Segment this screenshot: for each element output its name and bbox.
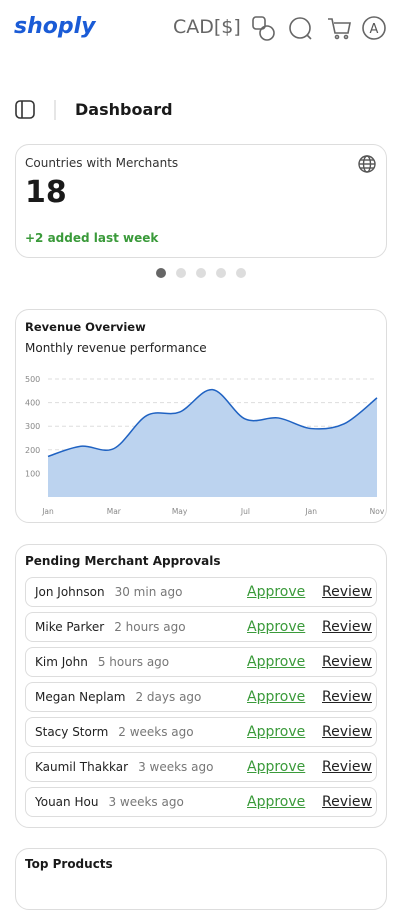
search-icon[interactable] [289,17,311,39]
cart-icon[interactable] [328,18,351,34]
approval-row: Kim John 5 hours ago Approve Review [25,647,377,677]
merchant-name: Kim John [35,655,88,669]
request-time: 5 hours ago [97,655,170,669]
approvals-title: Pending Merchant Approvals [25,554,221,568]
top-products-card: Top Products [15,848,387,910]
page: shoply CAD[$] A Dashboard Countries with… [14,14,387,910]
review-link[interactable]: Review [322,689,372,705]
currency[interactable]: CAD[$] [173,16,241,38]
approve-link[interactable]: Approve [247,724,306,740]
stat-card: Countries with Merchants 18 +2 added las… [15,144,387,258]
sidebar-toggle[interactable] [15,100,65,120]
approve-link[interactable]: Approve [247,689,306,705]
dot[interactable] [216,268,226,278]
stat-value: 18 [25,175,67,210]
translate-icon[interactable] [252,16,266,30]
carousel-dots [156,268,246,278]
approval-row: Kaumil Thakkar 3 weeks ago Approve Review [25,752,377,782]
review-link[interactable]: Review [322,654,372,670]
request-time: 3 weeks ago [108,795,184,809]
review-link[interactable]: Review [322,724,372,740]
review-link[interactable]: Review [322,619,372,635]
merchant-name: Megan Neplam [35,690,126,704]
globe-icon [358,155,376,173]
request-time: 30 min ago [114,585,183,599]
review-link[interactable]: Review [322,794,372,810]
chart-title: Revenue Overview [25,320,146,334]
approve-link[interactable]: Approve [247,619,306,635]
logo[interactable]: shoply [14,14,96,39]
request-time: 2 hours ago [114,620,186,634]
approve-link[interactable]: Approve [247,584,306,600]
review-link[interactable]: Review [322,584,372,600]
merchant-name: Jon Johnson [35,585,105,599]
request-time: 2 weeks ago [118,725,194,739]
approval-row: Stacy Storm 2 weeks ago Approve Review [25,717,377,747]
approvals-card: Pending Merchant Approvals [15,544,387,828]
approve-link[interactable]: Approve [247,794,306,810]
dot[interactable] [176,268,186,278]
approval-row: Jon Johnson 30 min ago Approve Review [25,577,377,607]
approve-link[interactable]: Approve [247,654,306,670]
avatar[interactable] [362,16,386,40]
merchant-name: Youan Hou [35,795,99,809]
stat-change: +2 added last week [25,231,159,245]
dot[interactable] [236,268,246,278]
stat-label: Countries with Merchants [25,156,179,170]
avatar-letter: A [370,22,379,37]
merchant-name: Mike Parker [35,620,105,634]
approval-row: Youan Hou 3 weeks ago Approve Review [25,787,377,817]
chart-subtitle: Monthly revenue performance [25,341,207,355]
header-icons: A [252,16,386,41]
dot[interactable] [196,268,206,278]
page-title: Dashboard [75,100,173,119]
review-link[interactable]: Review [322,759,372,775]
merchant-name: Stacy Storm [35,725,109,739]
dot[interactable] [156,268,166,278]
approval-row: Mike Parker 2 hours ago Approve Review [25,612,377,642]
merchant-name: Kaumil Thakkar [35,760,129,774]
revenue-card: Revenue Overview Monthly revenue perform… [15,309,387,523]
request-time: 3 weeks ago [138,760,214,774]
approve-link[interactable]: Approve [247,759,306,775]
request-time: 2 days ago [135,690,202,704]
approval-row: Megan Neplam 2 days ago Approve Review [25,682,377,712]
top-products-title: Top Products [25,857,113,871]
